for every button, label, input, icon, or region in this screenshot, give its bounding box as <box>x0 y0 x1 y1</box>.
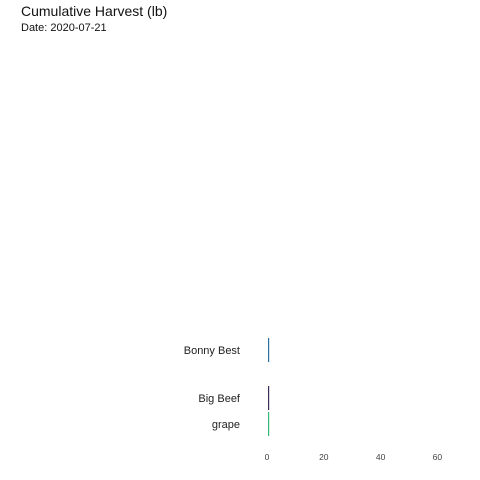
x-tick-label-40: 40 <box>376 452 386 462</box>
bar-big-beef <box>268 386 270 410</box>
category-label-big-beef: Big Beef <box>198 393 241 405</box>
bar-grape <box>268 412 270 436</box>
chart-subtitle: Date: 2020-07-21 <box>21 22 107 34</box>
x-tick-label-60: 60 <box>433 452 443 462</box>
category-label-bonny-best: Bonny Best <box>184 345 240 357</box>
chart-title: Cumulative Harvest (lb) <box>21 3 168 19</box>
bar-bonny-best <box>268 338 270 362</box>
x-tick-label-0: 0 <box>265 452 270 462</box>
x-tick-label-20: 20 <box>319 452 329 462</box>
category-label-grape: grape <box>212 419 240 431</box>
